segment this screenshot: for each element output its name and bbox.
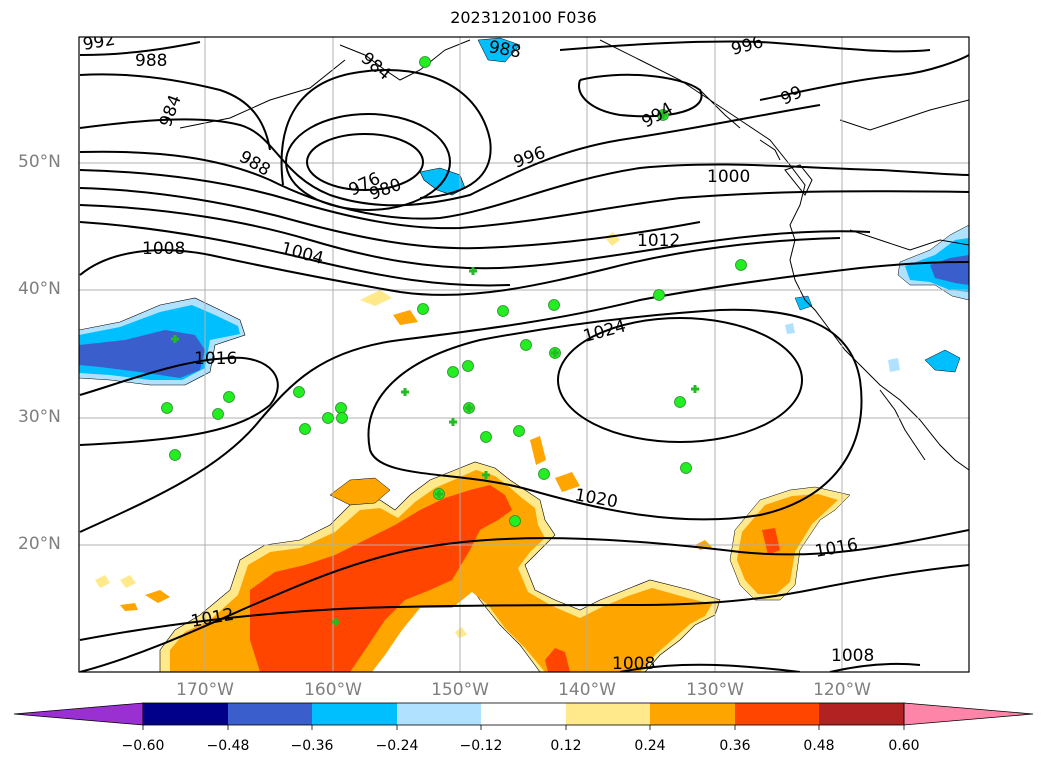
colorbar-segment [228, 703, 312, 725]
colorbar-tick-label: −0.60 [121, 738, 165, 754]
colorbar-tick-label: 0.36 [719, 738, 751, 754]
shaded-regions [79, 37, 969, 672]
lat-label-20n: 20°N [18, 534, 61, 554]
lat-label-40n: 40°N [18, 279, 61, 299]
lon-label-130w: 130°W [686, 680, 744, 700]
lon-label-150w: 150°W [431, 680, 489, 700]
lon-label-120w: 120°W [813, 680, 871, 700]
colorbar-segment [566, 703, 650, 725]
isobar-label: 1012 [637, 231, 680, 251]
colorbar-tick-label: −0.48 [206, 738, 250, 754]
isobar-label: 1000 [707, 167, 750, 187]
colorbar-segment [312, 703, 397, 725]
colorbar-tick-label: 0.12 [550, 738, 582, 754]
colorbar-segment [650, 703, 735, 725]
isobars [79, 40, 969, 672]
colorbar-segment [143, 703, 228, 725]
lat-label-50n: 50°N [18, 152, 61, 172]
gridlines [79, 37, 969, 672]
colorbar-tick-label: 0.48 [803, 738, 835, 754]
colorbar-segment [481, 703, 566, 725]
map-area: 992 988 988 996 99 984 984 988 976 980 9… [79, 30, 969, 674]
lon-label-170w: 170°W [176, 680, 234, 700]
isobar-label: 1008 [142, 239, 185, 259]
colorbar-segment [397, 703, 481, 725]
lon-label-140w: 140°W [558, 680, 616, 700]
colorbar-tick-label: −0.24 [375, 738, 419, 754]
isobar-label: 1016 [194, 349, 237, 369]
station-markers [161, 56, 747, 626]
colorbar-segment [735, 703, 819, 725]
isobar-label: 1008 [831, 646, 874, 666]
map-title: 2023120100 F036 [450, 8, 597, 27]
colorbar-tick-label: −0.12 [459, 738, 503, 754]
map-frame [78, 36, 970, 673]
colorbar [13, 702, 1034, 730]
colorbar-tick-label: −0.36 [290, 738, 334, 754]
colorbar-segment [13, 702, 144, 726]
coastlines [179, 39, 969, 471]
isobar-label: 988 [135, 51, 167, 71]
isobar-label: 992 [81, 30, 116, 55]
isobar-label: 1008 [612, 654, 655, 674]
colorbar-tick-label: 0.60 [888, 738, 920, 754]
lat-label-30n: 30°N [18, 407, 61, 427]
colorbar-segment [903, 702, 1034, 726]
lon-label-160w: 160°W [304, 680, 362, 700]
colorbar-tick-label: 0.24 [634, 738, 666, 754]
colorbar-segment [819, 703, 904, 725]
